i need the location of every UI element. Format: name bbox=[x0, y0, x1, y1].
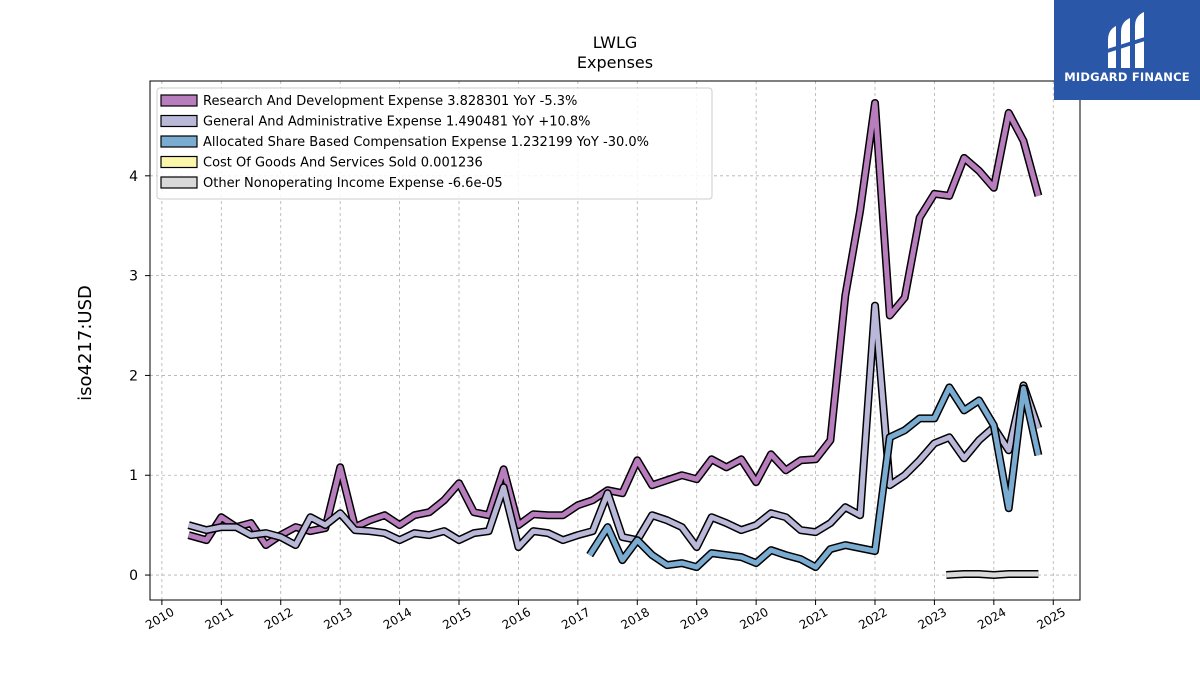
legend: Research And Development Expense 3.82830… bbox=[156, 87, 713, 200]
x-tick-label: 2024 bbox=[975, 605, 1008, 632]
legend-swatch bbox=[160, 176, 198, 189]
x-tick-label: 2019 bbox=[678, 605, 711, 632]
series-line-0 bbox=[187, 100, 1041, 548]
y-tick-label: 3 bbox=[129, 269, 138, 285]
x-tick-label: 2018 bbox=[619, 605, 652, 632]
y-tick-label: 4 bbox=[129, 169, 138, 185]
y-tick-label: 0 bbox=[129, 568, 138, 584]
y-tick-label: 2 bbox=[129, 368, 138, 384]
legend-swatch bbox=[160, 135, 198, 148]
chart-subtitle: Expenses bbox=[577, 53, 653, 72]
legend-swatch bbox=[160, 155, 198, 169]
legend-swatch bbox=[160, 94, 198, 107]
x-tick-label: 2022 bbox=[856, 605, 889, 632]
legend-entry: Other Nonoperating Income Expense -6.6e-… bbox=[203, 176, 503, 191]
x-tick-label: 2012 bbox=[262, 605, 295, 632]
plot-area-frame bbox=[149, 80, 1081, 601]
legend-entry: Research And Development Expense 3.82830… bbox=[203, 94, 577, 109]
x-tick-label: 2023 bbox=[916, 605, 949, 632]
brand-mark-icon bbox=[1104, 12, 1148, 68]
legend-box bbox=[156, 87, 713, 200]
chart-title: LWLG bbox=[593, 33, 638, 52]
series-lines bbox=[187, 99, 1043, 579]
series-line-2 bbox=[587, 384, 1041, 570]
legend-entry: General And Administrative Expense 1.490… bbox=[203, 115, 591, 130]
y-axis-label: iso4217:USD bbox=[75, 285, 96, 401]
x-tick-label: 2021 bbox=[797, 605, 830, 632]
series-line-outline bbox=[586, 383, 1043, 572]
legend-swatch bbox=[160, 114, 198, 128]
brand-logo: MIDGARD FINANCE bbox=[1054, 0, 1200, 100]
series-line-4 bbox=[946, 571, 1039, 578]
legend-entry: Cost Of Goods And Services Sold 0.001236 bbox=[203, 156, 483, 171]
x-tick-label: 2017 bbox=[559, 605, 592, 632]
y-tick-label: 1 bbox=[129, 468, 138, 484]
x-tick-label: 2025 bbox=[1035, 605, 1068, 632]
x-tick-label: 2014 bbox=[381, 605, 414, 632]
series-line-1 bbox=[187, 303, 1041, 550]
x-tick-label: 2010 bbox=[143, 605, 176, 632]
x-tick-label: 2020 bbox=[737, 605, 770, 632]
x-tick-label: 2015 bbox=[440, 605, 473, 632]
legend-entry: Allocated Share Based Compensation Expen… bbox=[203, 135, 649, 150]
axis-ticks: 2010 2011 2012 2013 2014 2015 2016 2017 2018 2019… bbox=[129, 169, 1068, 632]
x-tick-label: 2016 bbox=[500, 605, 533, 632]
x-tick-label: 2011 bbox=[203, 605, 236, 632]
brand-name: MIDGARD FINANCE bbox=[1064, 70, 1190, 84]
x-tick-label: 2013 bbox=[321, 605, 354, 632]
